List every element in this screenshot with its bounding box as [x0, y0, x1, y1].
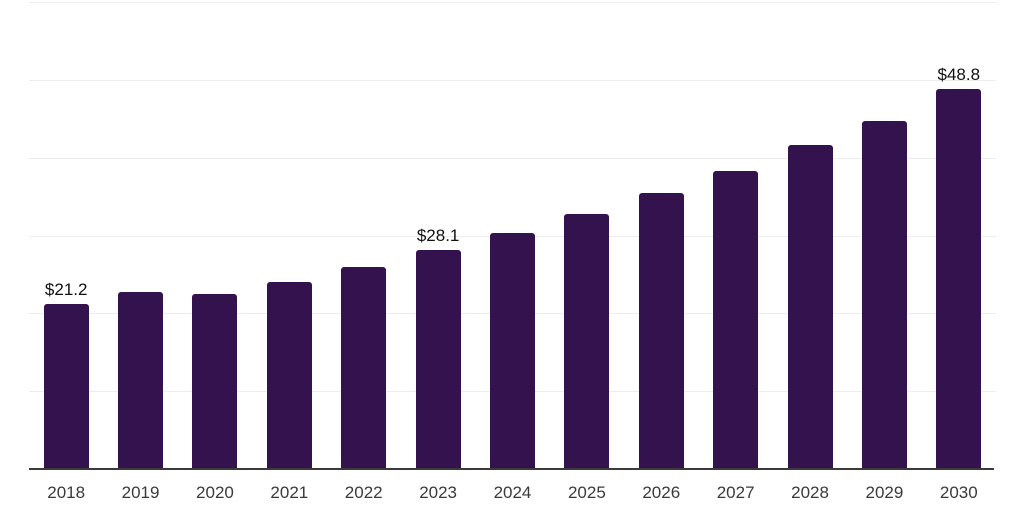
gridline-40: [29, 157, 996, 159]
x-tick-label-2026: 2026: [642, 483, 681, 502]
x-tick-label-2027: 2027: [716, 483, 755, 502]
bar-2020: [192, 293, 238, 469]
x-tick-label-2029: 2029: [865, 483, 904, 502]
bar-2025: [564, 214, 610, 469]
bar-2019: [118, 291, 164, 469]
x-tick-label-2028: 2028: [791, 483, 829, 502]
x-tick-label-2023: 2023: [419, 483, 458, 502]
x-tick-label-2019: 2019: [121, 483, 160, 502]
x-tick-label-2030: 2030: [939, 483, 978, 502]
bar-2024: [490, 233, 535, 469]
bar-2027: [713, 170, 759, 469]
bar-2022: [341, 266, 387, 469]
bar-2026: [638, 193, 684, 469]
data-label-2018: $21.2: [44, 279, 88, 299]
bar-2021: [266, 282, 312, 469]
x-tick-label-2021: 2021: [270, 483, 309, 502]
x-tick-label-2025: 2025: [567, 483, 606, 502]
bar-2028: [787, 145, 833, 469]
x-tick-label-2020: 2020: [196, 483, 234, 502]
x-tick-label-2018: 2018: [47, 483, 86, 502]
bar-2018: [43, 303, 89, 469]
data-label-2023: $28.1: [416, 226, 460, 246]
bar-2023: [415, 250, 461, 469]
x-axis-line: [29, 468, 994, 470]
x-tick-label-2022: 2022: [344, 483, 383, 502]
x-tick-label-2024: 2024: [493, 483, 532, 502]
bar-2030: [936, 89, 982, 469]
bar-2029: [861, 121, 907, 469]
gridline-50: [29, 79, 996, 81]
data-label-2030: $48.8: [937, 65, 981, 85]
gridline-60: [29, 2, 996, 3]
